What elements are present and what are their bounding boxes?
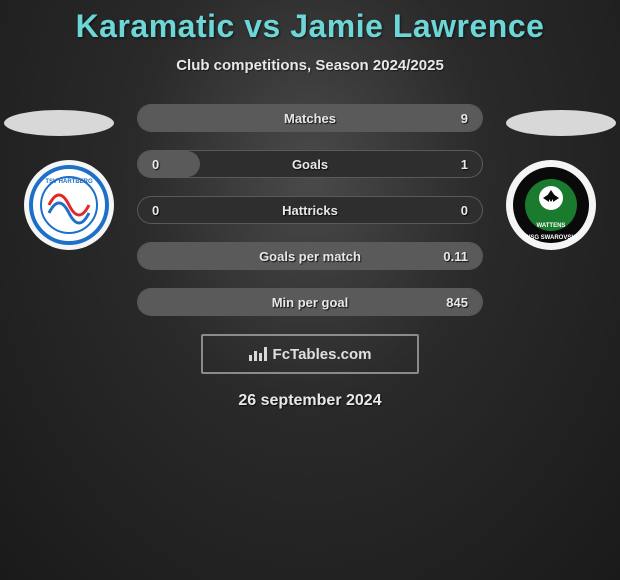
svg-text:TSV HARTBERG: TSV HARTBERG xyxy=(45,179,93,185)
stat-left-value: 0 xyxy=(152,157,212,172)
svg-text:WSG SWAROVSKI: WSG SWAROVSKI xyxy=(525,235,578,241)
stat-right-value: 9 xyxy=(408,111,468,126)
stat-right-value: 845 xyxy=(408,295,468,310)
stat-right-value: 0.11 xyxy=(408,249,468,264)
branding-box: FcTables.com xyxy=(201,334,419,374)
stat-row-goals: 0 Goals 1 xyxy=(137,150,483,178)
stat-label: Goals per match xyxy=(212,249,408,264)
stat-label: Matches xyxy=(212,111,408,126)
team-badge-left: TSV HARTBERG xyxy=(24,160,114,250)
stat-label: Hattricks xyxy=(212,203,408,218)
hartberg-crest-icon: TSV HARTBERG xyxy=(29,165,109,245)
date-label: 26 september 2024 xyxy=(0,392,620,410)
comparison-panel: TSV HARTBERG WATTENS WSG SWAROVSKI Match… xyxy=(0,104,620,410)
stat-row-gpm: Goals per match 0.11 xyxy=(137,242,483,270)
stat-row-matches: Matches 9 xyxy=(137,104,483,132)
stat-label: Min per goal xyxy=(212,295,408,310)
page-title: Karamatic vs Jamie Lawrence xyxy=(0,0,620,45)
stat-row-mpg: Min per goal 845 xyxy=(137,288,483,316)
stat-row-hattricks: 0 Hattricks 0 xyxy=(137,196,483,224)
player-right-ellipse xyxy=(506,110,616,136)
stats-list: Matches 9 0 Goals 1 0 Hattricks 0 Goals … xyxy=(137,104,483,316)
subtitle: Club competitions, Season 2024/2025 xyxy=(0,57,620,74)
player-left-ellipse xyxy=(4,110,114,136)
stat-left-value: 0 xyxy=(152,203,212,218)
svg-text:WATTENS: WATTENS xyxy=(537,223,566,229)
stat-right-value: 0 xyxy=(408,203,468,218)
brand-text: FcTables.com xyxy=(273,346,372,363)
swarovski-crest-icon: WATTENS WSG SWAROVSKI xyxy=(511,165,591,245)
stat-right-value: 1 xyxy=(408,157,468,172)
team-badge-right: WATTENS WSG SWAROVSKI xyxy=(506,160,596,250)
stat-label: Goals xyxy=(212,157,408,172)
bar-chart-icon xyxy=(249,347,267,361)
